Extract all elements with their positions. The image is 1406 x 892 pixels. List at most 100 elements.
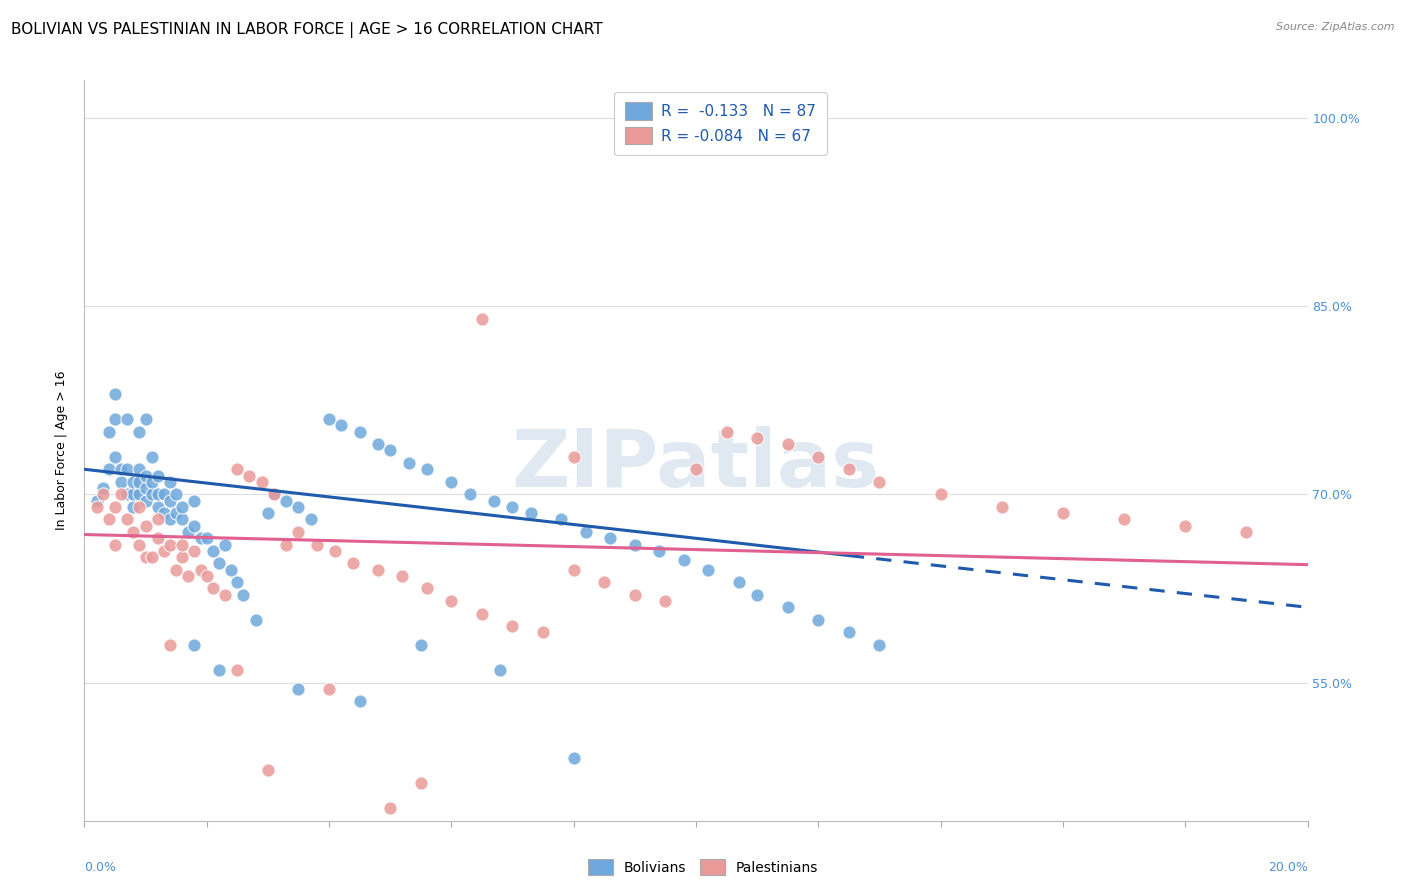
Legend: Bolivians, Palestinians: Bolivians, Palestinians (582, 854, 824, 880)
Point (135, 518, 157, 533)
Point (575, 524, 598, 539)
Point (624, 588, 647, 602)
Point (776, 437, 799, 451)
Point (263, 487, 285, 501)
Point (1174, 518, 1197, 533)
Point (122, 524, 145, 539)
Text: 20.0%: 20.0% (1268, 861, 1308, 874)
Point (747, 431, 769, 445)
Point (367, 563, 389, 577)
Point (172, 550, 194, 565)
Point (502, 500, 524, 514)
Point (135, 481, 157, 495)
Point (398, 456, 420, 470)
Point (201, 582, 224, 596)
Point (97, 512, 120, 526)
Point (128, 538, 150, 552)
Point (159, 538, 181, 552)
Point (672, 552, 695, 566)
Point (146, 512, 169, 526)
Point (299, 512, 322, 526)
Point (409, 776, 432, 790)
Point (104, 538, 127, 552)
Point (183, 544, 205, 558)
Point (624, 538, 647, 552)
Point (135, 550, 157, 565)
Point (135, 412, 157, 426)
Point (172, 538, 194, 552)
Point (104, 387, 127, 401)
Point (232, 588, 254, 602)
Point (141, 550, 163, 565)
Point (1052, 506, 1074, 520)
Point (502, 619, 524, 633)
Point (110, 462, 132, 476)
Point (697, 563, 720, 577)
Text: Source: ZipAtlas.com: Source: ZipAtlas.com (1277, 22, 1395, 32)
Point (141, 487, 163, 501)
Point (110, 487, 132, 501)
Point (305, 538, 328, 552)
Point (159, 475, 181, 489)
Point (165, 563, 187, 577)
Point (380, 801, 402, 815)
Point (263, 487, 285, 501)
Point (128, 462, 150, 476)
Point (208, 663, 231, 677)
Point (153, 487, 176, 501)
Point (391, 569, 413, 583)
Point (214, 588, 236, 602)
Point (323, 544, 346, 558)
Point (238, 468, 260, 483)
Point (562, 563, 585, 577)
Point (159, 493, 181, 508)
Point (416, 462, 439, 476)
Point (91, 481, 114, 495)
Point (110, 475, 132, 489)
Point (226, 575, 249, 590)
Point (226, 663, 249, 677)
Point (135, 468, 157, 483)
Point (520, 506, 543, 520)
Point (349, 694, 371, 708)
Point (165, 506, 187, 520)
Point (349, 425, 371, 439)
Point (531, 625, 554, 640)
Point (183, 493, 205, 508)
Point (727, 575, 749, 590)
Point (128, 500, 150, 514)
Point (159, 638, 181, 652)
Point (330, 418, 353, 433)
Point (287, 524, 309, 539)
Point (146, 531, 169, 545)
Point (135, 493, 157, 508)
Point (685, 462, 707, 476)
Point (562, 751, 585, 765)
Point (141, 475, 163, 489)
Point (219, 563, 242, 577)
Point (104, 412, 127, 426)
Point (208, 557, 231, 571)
Point (409, 638, 432, 652)
Point (214, 538, 236, 552)
Point (287, 681, 309, 696)
Text: 0.0%: 0.0% (84, 861, 117, 874)
Point (128, 475, 150, 489)
Point (195, 569, 218, 583)
Point (245, 613, 267, 627)
Point (115, 462, 138, 476)
Point (929, 487, 952, 501)
Point (172, 500, 194, 514)
Point (122, 500, 145, 514)
Point (195, 531, 218, 545)
Point (146, 487, 169, 501)
Point (838, 625, 860, 640)
Point (482, 493, 505, 508)
Point (226, 462, 249, 476)
Point (489, 663, 512, 677)
Point (146, 500, 169, 514)
Point (648, 544, 671, 558)
Point (177, 569, 200, 583)
Point (416, 582, 439, 596)
Point (115, 487, 138, 501)
